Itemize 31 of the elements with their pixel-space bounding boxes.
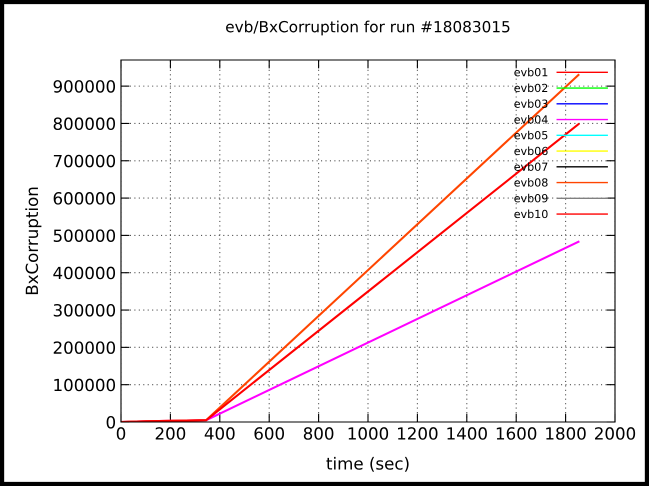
y-tick-label: 100000 (54, 378, 116, 392)
y-tick-label: 900000 (54, 80, 116, 93)
legend-label: evb09 (514, 194, 548, 202)
legend-label: evb05 (514, 130, 548, 140)
x-tick-label: 1400 (447, 427, 487, 440)
y-axis-title: BxCorruption (25, 188, 42, 294)
x-tick-label: 600 (254, 427, 284, 440)
x-tick-label: 0 (116, 427, 126, 440)
x-tick-label: 2000 (595, 427, 636, 440)
y-tick-label: 200000 (54, 341, 116, 354)
y-tick-label: 400000 (53, 266, 116, 280)
y-tick-label: 700000 (54, 154, 116, 168)
x-tick-label: 400 (204, 427, 235, 440)
legend-label: evb02 (514, 84, 548, 92)
legend-label: evb10 (514, 210, 548, 218)
x-tick-label: 800 (304, 427, 334, 440)
x-tick-label: 1200 (398, 427, 438, 440)
chart-title: evb/BxCorruption for run #18083015 (226, 20, 510, 36)
legend-label: evb01 (514, 68, 548, 76)
y-tick-label: 600000 (54, 192, 116, 205)
x-tick-label: 200 (156, 427, 186, 440)
x-axis-title: time (sec) (326, 456, 409, 472)
legend-label: evb03 (514, 99, 548, 108)
y-tick-label: 800000 (54, 117, 116, 130)
x-tick-label: 1600 (496, 427, 536, 440)
x-tick-label: 1800 (546, 427, 586, 440)
legend-label: evb08 (514, 178, 548, 187)
x-tick-label: 1000 (348, 427, 388, 440)
y-tick-label: 300000 (54, 304, 116, 317)
y-tick-label: 500000 (54, 229, 116, 242)
y-tick-label: 0 (106, 416, 116, 429)
